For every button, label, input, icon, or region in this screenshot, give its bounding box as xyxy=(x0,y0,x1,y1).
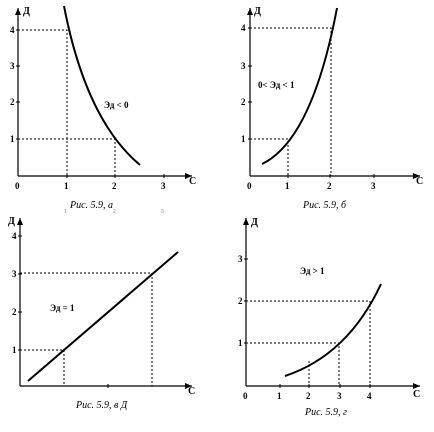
panel-a: Д С 1 2 3 4 0 1 2 3 Эд < 0 Рис. 5.9, а xyxy=(10,5,196,211)
x-tick-label: 0 xyxy=(243,391,248,401)
y-axis-label: Д xyxy=(251,217,258,228)
tick-marks xyxy=(244,258,371,388)
x-tick-label: 2 xyxy=(112,181,117,191)
guide-lines xyxy=(246,300,371,386)
figure-caption: Рис. 5.9, б xyxy=(302,200,347,211)
elasticity-annotation: Эд > 1 xyxy=(300,266,325,276)
y-axis-label: Д xyxy=(23,6,30,17)
x-tick-label: 1 xyxy=(277,391,282,401)
x-tick-label: 2 xyxy=(327,181,332,191)
y-tick-label: 3 xyxy=(12,269,17,279)
y-tick-label: 2 xyxy=(10,97,15,107)
figure-caption: Рис. 5.9, а xyxy=(69,200,113,211)
x-tick-label: 1 xyxy=(64,181,69,191)
demand-curve xyxy=(63,5,141,166)
guide-lines xyxy=(18,29,116,176)
guide-lines xyxy=(250,27,332,176)
x-tick-label: 1 xyxy=(285,181,290,191)
x-tick-label: 0 xyxy=(15,181,20,191)
y-tick-label: 3 xyxy=(241,61,246,71)
x-tick-label: 2 xyxy=(306,391,311,401)
panel-b: Д С 1 2 3 4 0 1 2 3 0< Эд < 1 Рис. 5.9, … xyxy=(241,6,423,211)
demand-curve xyxy=(284,283,382,377)
x-axis-label: С xyxy=(188,386,195,397)
y-axis-label: Д xyxy=(254,6,261,17)
y-tick-label: 2 xyxy=(12,307,17,317)
faint-tick-label: 3 xyxy=(161,209,164,215)
faint-tick-label: 2 xyxy=(113,209,116,215)
x-tick-label: 3 xyxy=(337,391,342,401)
y-tick-label: 1 xyxy=(12,345,17,355)
faint-tick-label: 1 xyxy=(64,209,67,215)
y-tick-label: 3 xyxy=(238,254,243,264)
figure-caption: Рис. 5.9, в Д xyxy=(75,400,128,411)
x-tick-label: 3 xyxy=(371,181,376,191)
y-tick-label: 1 xyxy=(10,134,15,144)
y-tick-label: 4 xyxy=(10,25,15,35)
x-axis-label: С xyxy=(416,176,423,187)
guide-lines xyxy=(20,272,153,386)
elasticity-annotation: Эд < 0 xyxy=(104,100,129,110)
figure-caption: Рис. 5.9, г xyxy=(304,407,347,418)
x-axis-label: С xyxy=(413,389,420,400)
y-tick-label: 3 xyxy=(10,61,15,71)
elasticity-annotation: Эд = 1 xyxy=(50,303,75,313)
panel-c: 1 2 3 Д С 1 2 3 4 Эд = 1 Рис. 5.9, в Д xyxy=(8,209,195,411)
y-tick-label: 1 xyxy=(241,134,246,144)
panel-d: Д С 1 2 3 0 1 2 3 4 Эд > 1 Рис. 5.9, г xyxy=(238,217,420,418)
x-axis-label: С xyxy=(189,176,196,187)
tick-marks xyxy=(16,29,165,178)
x-tick-label: 3 xyxy=(161,181,166,191)
elasticity-annotation: 0< Эд < 1 xyxy=(258,80,295,90)
y-tick-label: 4 xyxy=(12,231,17,241)
x-tick-label: 0 xyxy=(247,181,252,191)
y-axis-label: Д xyxy=(8,216,15,227)
y-tick-label: 4 xyxy=(241,23,246,33)
y-tick-label: 2 xyxy=(241,97,246,107)
y-tick-label: 1 xyxy=(238,338,243,348)
x-tick-label: 4 xyxy=(367,391,372,401)
demand-line xyxy=(27,251,179,382)
y-tick-label: 2 xyxy=(238,296,243,306)
demand-curve xyxy=(261,7,338,165)
